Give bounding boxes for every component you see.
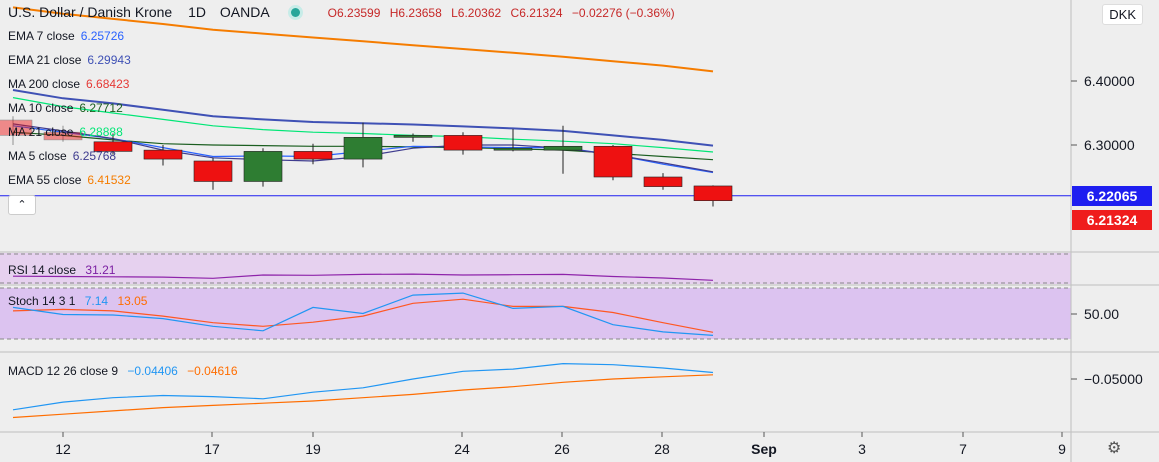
indicator-legend-item[interactable]: MA 5 close 6.25768 (8, 149, 116, 163)
stoch-band (0, 288, 1071, 339)
rsi-legend[interactable]: RSI 14 close 31.21 (8, 263, 115, 277)
settings-gear-icon[interactable]: ⚙ (1107, 440, 1122, 457)
x-tick-label: 3 (858, 441, 866, 457)
macd-tick-label: −0.05000 (1084, 371, 1143, 387)
indicator-label: EMA 21 close (8, 53, 82, 67)
x-tick-label: 17 (204, 441, 220, 457)
market-status-icon (290, 8, 300, 18)
low-value: L6.20362 (451, 6, 502, 20)
indicator-label: EMA 55 close (8, 173, 82, 187)
candle-body (343, 137, 383, 160)
y-tick-label: 6.40000 (1084, 73, 1135, 89)
change-value: −0.02276 (−0.36%) (571, 6, 675, 20)
y-tick-label: 6.30000 (1084, 137, 1135, 153)
x-tick-label: 19 (305, 441, 321, 457)
indicator-label: MA 200 close (8, 77, 81, 91)
candle-body (293, 151, 333, 160)
stoch-k-line (12, 292, 714, 336)
current-price-label: 6.22065 (1072, 186, 1152, 206)
candle-body (593, 145, 633, 178)
series-line-ema-55 (12, 6, 714, 73)
indicator-value: 6.28888 (79, 125, 123, 139)
indicator-value: 6.27712 (79, 101, 123, 115)
symbol-title: U.S. Dollar / Danish Krone (8, 4, 173, 20)
candle-body (693, 185, 733, 201)
x-tick-label: 26 (554, 441, 570, 457)
indicator-legend-item[interactable]: MA 21 close 6.28888 (8, 125, 123, 139)
candle-body (193, 160, 233, 182)
stoch-k-value: 7.14 (84, 294, 109, 308)
candle-body (93, 141, 133, 152)
indicator-label: MA 10 close (8, 101, 74, 115)
indicator-value: 6.68423 (86, 77, 130, 91)
macd-signal-line (12, 374, 714, 419)
indicator-value: 6.25726 (80, 29, 125, 43)
rsi-value: 31.21 (85, 263, 116, 277)
indicator-value: 6.41532 (87, 173, 131, 187)
candle-body (243, 151, 283, 182)
macd-label: MACD 12 26 close 9 (8, 364, 119, 378)
interval-label[interactable]: 1D (188, 4, 206, 20)
x-tick-label: 24 (454, 441, 470, 457)
stoch-tick-label: 50.00 (1084, 306, 1119, 322)
macd-signal-value: −0.04616 (187, 364, 238, 378)
macd-line (12, 362, 714, 411)
currency-badge[interactable]: DKK (1102, 4, 1143, 25)
candle-body (543, 145, 583, 151)
candle-body (443, 135, 483, 151)
indicator-label: MA 21 close (8, 125, 74, 139)
collapse-legend-button[interactable]: ⌃ (8, 195, 36, 215)
ohlc-values: O6.23599 H6.23658 L6.20362 C6.21324 −0.0… (328, 6, 681, 20)
stoch-label: Stoch 14 3 1 (8, 294, 76, 308)
candle-body (143, 149, 183, 160)
x-tick-label: 7 (959, 441, 967, 457)
symbol-header[interactable]: U.S. Dollar / Danish Krone 1D OANDA O6.2… (8, 4, 681, 20)
indicator-label: EMA 7 close (8, 29, 75, 43)
indicator-legend-item[interactable]: MA 200 close 6.68423 (8, 77, 129, 91)
high-value: H6.23658 (389, 6, 442, 20)
indicator-legend-item[interactable]: MA 10 close 6.27712 (8, 101, 123, 115)
rsi-line (12, 273, 714, 281)
stoch-legend[interactable]: Stoch 14 3 1 7.14 13.05 (8, 294, 147, 308)
last-price-label: 6.21324 (1072, 210, 1152, 230)
candle-body (43, 131, 83, 141)
indicator-label: MA 5 close (8, 149, 67, 163)
open-value: O6.23599 (327, 6, 381, 20)
stoch-d-value: 13.05 (117, 294, 148, 308)
macd-legend[interactable]: MACD 12 26 close 9 −0.04406 −0.04616 (8, 364, 238, 378)
candle-body (0, 119, 33, 136)
x-tick-label: Sep (751, 441, 777, 457)
x-tick-label: 28 (654, 441, 670, 457)
macd-value: −0.04406 (127, 364, 178, 378)
indicator-legend-item[interactable]: EMA 55 close 6.41532 (8, 173, 131, 187)
indicator-legend-item[interactable]: EMA 21 close 6.29943 (8, 53, 131, 67)
close-value: C6.21324 (510, 6, 563, 20)
rsi-label: RSI 14 close (8, 263, 77, 277)
indicator-legend-item[interactable]: EMA 7 close 6.25726 (8, 29, 124, 43)
x-tick-label: 9 (1058, 441, 1066, 457)
x-tick-label: 12 (55, 441, 71, 457)
stoch-d-line (12, 298, 714, 333)
indicator-value: 6.29943 (87, 53, 131, 67)
source-label: OANDA (219, 4, 269, 20)
candle-body (643, 176, 683, 187)
indicator-value: 6.25768 (72, 149, 117, 163)
candle-body (493, 147, 533, 151)
rsi-band (0, 253, 1071, 284)
candle-body (393, 135, 433, 138)
